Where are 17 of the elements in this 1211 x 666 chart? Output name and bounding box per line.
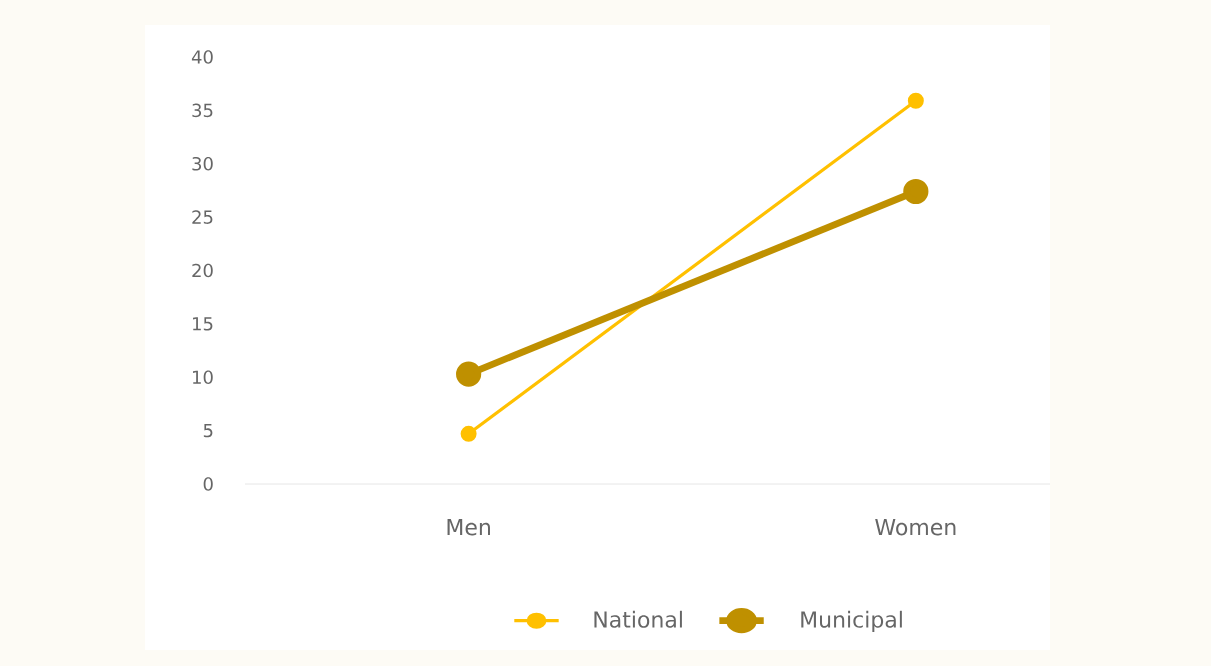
legend-label: Municipal [801, 610, 902, 633]
y-tick-label: 20 [192, 263, 213, 278]
point [460, 425, 477, 442]
x-tick-label: Men [447, 519, 490, 536]
y-tick-label: 30 [192, 156, 213, 171]
x-tick-label: Women [875, 519, 956, 536]
y-tick-label: 25 [192, 210, 213, 224]
y-tick-label: 40 [191, 50, 213, 64]
legend-label: National [594, 610, 682, 628]
y-tick-label: 5 [203, 423, 213, 438]
y-tick-label: 35 [192, 103, 213, 118]
point [456, 361, 482, 387]
y-tick-label: 10 [193, 370, 213, 385]
point [907, 92, 924, 109]
y-tick-label: 0 [203, 477, 213, 491]
point [903, 178, 929, 205]
y-tick-label: 15 [193, 317, 213, 331]
